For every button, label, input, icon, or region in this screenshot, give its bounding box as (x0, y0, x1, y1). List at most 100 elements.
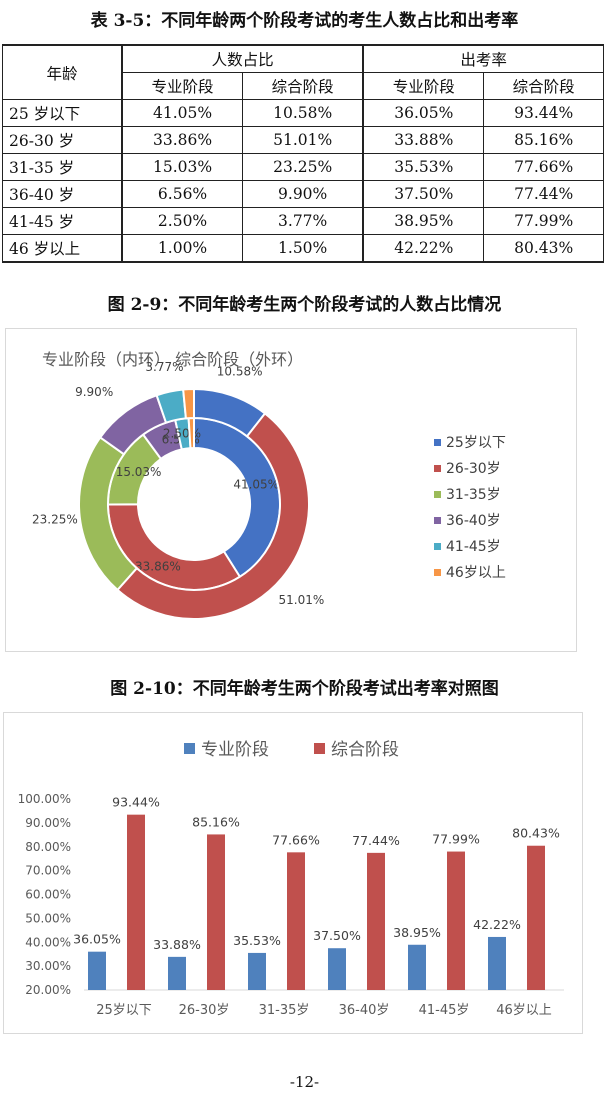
x-tick-label: 26-30岁 (179, 1003, 230, 1018)
outer-data-label: 23.25% (32, 513, 78, 527)
y-tick-label: 30.00% (25, 959, 71, 973)
prof-bar (408, 944, 426, 990)
bar-data-label: 93.44% (112, 795, 160, 810)
donut-chart-title: 专业阶段（内环） 综合阶段（外环） (42, 350, 303, 369)
subheader-rate-prof: 专业阶段 (362, 72, 485, 100)
comp-bar (207, 834, 225, 990)
bar-data-label: 85.16% (192, 814, 240, 829)
rate-prof-cell: 33.88% (362, 126, 485, 154)
share-prof-cell: 41.05% (121, 99, 244, 127)
table-row: 41-45 岁 2.50% 3.77% 38.95% 77.99% (2, 207, 604, 235)
legend-label: 46岁以上 (446, 565, 506, 581)
donut-chart: 专业阶段（内环） 综合阶段（外环）41.05%33.86%15.03%6.56%… (32, 350, 506, 620)
header-group-rate: 出考率 (362, 44, 605, 73)
y-tick-label: 80.00% (25, 840, 71, 854)
prof-bar (88, 951, 106, 990)
bar-data-label: 37.50% (313, 928, 361, 943)
table-row: 31-35 岁 15.03% 23.25% 35.53% 77.66% (2, 153, 604, 181)
rate-comp-cell: 77.99% (483, 207, 604, 235)
legend-label: 31-35岁 (446, 487, 501, 503)
y-tick-label: 90.00% (25, 816, 71, 830)
comp-bar (367, 852, 385, 990)
legend-swatch (184, 743, 195, 754)
outer-ring-slice (182, 387, 195, 420)
bar-data-label: 35.53% (233, 933, 281, 948)
bar-data-label: 42.22% (473, 917, 521, 932)
share-comp-cell: 51.01% (242, 126, 364, 154)
rate-prof-cell: 35.53% (362, 153, 485, 181)
rate-prof-cell: 38.95% (362, 207, 485, 235)
legend-label: 41-45岁 (446, 539, 501, 555)
y-tick-label: 60.00% (25, 888, 71, 902)
legend-swatch (434, 517, 441, 524)
donut-chart-panel: 专业阶段（内环） 综合阶段（外环）41.05%33.86%15.03%6.56%… (5, 328, 577, 652)
header-age: 年龄 (2, 44, 123, 100)
table-row: 46 岁以上 1.00% 1.50% 42.22% 80.43% (2, 234, 604, 263)
bar-data-label: 77.66% (272, 832, 320, 847)
subheader-share-comp: 综合阶段 (242, 72, 364, 100)
inner-data-label: 33.86% (135, 559, 181, 573)
age-cell: 36-40 岁 (2, 180, 123, 208)
comp-bar (127, 814, 145, 990)
figure-10-caption: 图 2-10：不同年龄考生两个阶段考试出考率对照图 (110, 679, 499, 699)
rate-comp-cell: 77.44% (483, 180, 604, 208)
bar-data-label: 77.44% (352, 833, 400, 848)
outer-data-label: 3.77% (145, 360, 183, 374)
share-comp-cell: 9.90% (242, 180, 364, 208)
comp-bar (287, 852, 305, 990)
legend-label: 25岁以下 (446, 435, 506, 451)
table-row: 26-30 岁 33.86% 51.01% 33.88% 85.16% (2, 126, 604, 154)
table-row: 25 岁以下 41.05% 10.58% 36.05% 93.44% (2, 99, 604, 127)
share-prof-cell: 33.86% (121, 126, 244, 154)
share-comp-cell: 10.58% (242, 99, 364, 127)
prof-bar (488, 936, 506, 990)
page-number: -12- (289, 1073, 320, 1091)
share-comp-cell: 23.25% (242, 153, 364, 181)
y-tick-label: 40.00% (25, 935, 71, 949)
legend-swatch (314, 743, 325, 754)
figure-9-caption: 图 2-9：不同年龄考生两个阶段考试的人数占比情况 (107, 295, 502, 315)
age-cell: 31-35 岁 (2, 153, 123, 181)
bar-chart: 专业阶段 综合阶段 20.00% 30.00% 40.00% 50.00% 60.00% 70… (18, 740, 564, 1018)
legend-swatch (434, 569, 441, 576)
table-caption: 表 3-5：不同年龄两个阶段考试的考生人数占比和出考率 (90, 11, 519, 31)
x-tick-label: 25岁以下 (96, 1003, 152, 1018)
share-prof-cell: 2.50% (121, 207, 244, 235)
y-tick-label: 100.00% (18, 792, 71, 806)
share-comp-cell: 3.77% (242, 207, 364, 235)
rate-prof-cell: 36.05% (362, 99, 485, 127)
rate-comp-cell: 77.66% (483, 153, 604, 181)
comp-bar (527, 845, 545, 990)
rate-comp-cell: 85.16% (483, 126, 604, 154)
bar-data-label: 80.43% (512, 826, 560, 841)
x-tick-label: 31-35岁 (259, 1003, 310, 1018)
x-tick-label: 46岁以上 (496, 1003, 552, 1018)
share-prof-cell: 15.03% (121, 153, 244, 181)
bar-data-label: 33.88% (153, 937, 201, 952)
share-prof-cell: 6.56% (121, 180, 244, 208)
rate-prof-cell: 37.50% (362, 180, 485, 208)
age-stats-table: 年龄 人数占比 出考率 专业阶段 综合阶段 专业阶段 综合阶段 25 岁以下 4… (2, 44, 605, 263)
legend-swatch (434, 543, 441, 550)
prof-bar (328, 948, 346, 990)
prof-bar (248, 952, 266, 990)
inner-ring-slice (187, 416, 195, 450)
subheader-rate-comp: 综合阶段 (483, 72, 604, 100)
x-tick-label: 41-45岁 (419, 1003, 470, 1018)
y-tick-label: 50.00% (25, 911, 71, 925)
rate-prof-cell: 42.22% (362, 234, 485, 263)
legend-label: 专业阶段 (201, 740, 269, 760)
age-cell: 26-30 岁 (2, 126, 123, 154)
outer-data-label: 10.58% (217, 365, 263, 379)
age-cell: 46 岁以上 (2, 234, 123, 263)
rate-comp-cell: 80.43% (483, 234, 604, 263)
header-group-share: 人数占比 (120, 44, 364, 73)
legend-swatch (434, 491, 441, 498)
bar-data-label: 77.99% (432, 832, 480, 847)
x-tick-label: 36-40岁 (339, 1003, 390, 1018)
share-comp-cell: 1.50% (242, 234, 364, 263)
outer-ring-slice (116, 412, 310, 620)
legend-swatch (434, 465, 441, 472)
age-cell: 25 岁以下 (2, 99, 123, 127)
outer-data-label: 9.90% (75, 385, 113, 399)
